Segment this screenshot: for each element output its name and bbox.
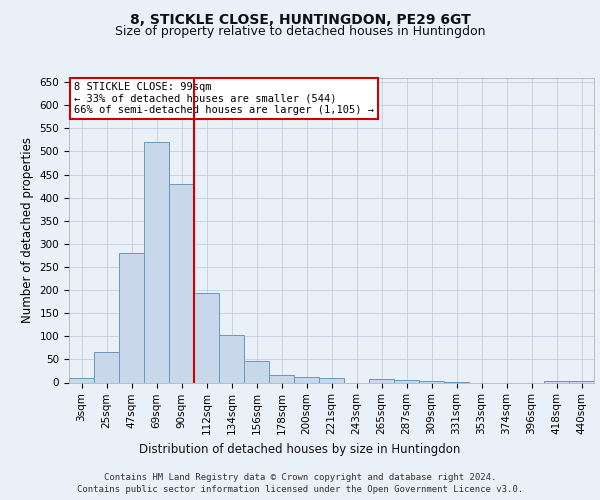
Bar xyxy=(169,184,194,382)
Text: Size of property relative to detached houses in Huntingdon: Size of property relative to detached ho… xyxy=(115,25,485,38)
Bar xyxy=(394,380,419,382)
Bar xyxy=(294,377,319,382)
Bar xyxy=(544,380,569,382)
Bar xyxy=(119,253,144,382)
Text: 8 STICKLE CLOSE: 99sqm
← 33% of detached houses are smaller (544)
66% of semi-de: 8 STICKLE CLOSE: 99sqm ← 33% of detached… xyxy=(74,82,374,116)
Bar xyxy=(369,379,394,382)
Bar xyxy=(194,294,219,382)
Bar xyxy=(69,378,94,382)
Bar xyxy=(269,374,294,382)
Bar xyxy=(419,380,444,382)
Text: Contains public sector information licensed under the Open Government Licence v3: Contains public sector information licen… xyxy=(77,485,523,494)
Bar xyxy=(569,381,594,382)
Bar xyxy=(244,361,269,382)
Bar xyxy=(319,378,344,382)
Y-axis label: Number of detached properties: Number of detached properties xyxy=(21,137,34,323)
Bar xyxy=(94,352,119,382)
Bar xyxy=(219,335,244,382)
Bar xyxy=(144,142,169,382)
Text: Contains HM Land Registry data © Crown copyright and database right 2024.: Contains HM Land Registry data © Crown c… xyxy=(104,472,496,482)
Text: 8, STICKLE CLOSE, HUNTINGDON, PE29 6GT: 8, STICKLE CLOSE, HUNTINGDON, PE29 6GT xyxy=(130,12,470,26)
Text: Distribution of detached houses by size in Huntingdon: Distribution of detached houses by size … xyxy=(139,442,461,456)
